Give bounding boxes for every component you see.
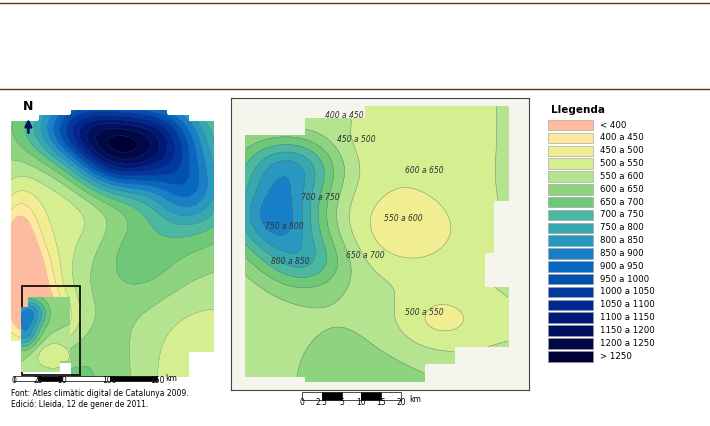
Text: PLA PER A LA MILLORA DE LA FERTILITZACIÓ AGRÀRIA: PLA PER A LA MILLORA DE LA FERTILITZACIÓ… — [110, 15, 600, 30]
Bar — [548, 236, 594, 246]
Text: 550 a 600: 550 a 600 — [384, 213, 423, 223]
Text: 750 a 800: 750 a 800 — [265, 222, 304, 231]
Bar — [381, 392, 401, 400]
Text: 20: 20 — [396, 398, 406, 407]
Text: 550 a 600: 550 a 600 — [600, 172, 643, 181]
Text: 450 a 500: 450 a 500 — [600, 146, 643, 155]
Bar — [109, 376, 158, 381]
Bar — [548, 312, 594, 323]
Text: 0: 0 — [12, 376, 16, 385]
Text: 10: 10 — [356, 398, 366, 407]
Bar — [302, 392, 322, 400]
Bar — [548, 261, 594, 272]
Text: 2.5: 2.5 — [316, 398, 327, 407]
Text: 850 a 900: 850 a 900 — [600, 249, 643, 258]
Bar — [548, 197, 594, 207]
Text: 750 a 800: 750 a 800 — [600, 223, 643, 232]
Text: 950 a 1000: 950 a 1000 — [600, 275, 649, 284]
Bar — [62, 376, 109, 381]
Text: > 1250: > 1250 — [600, 351, 632, 361]
Text: 1050 a 1100: 1050 a 1100 — [600, 300, 655, 309]
Bar — [548, 248, 594, 259]
Bar — [548, 120, 594, 130]
Text: 500 a 550: 500 a 550 — [600, 159, 643, 168]
Text: 15: 15 — [376, 398, 386, 407]
Bar — [14, 376, 38, 381]
Bar — [548, 171, 594, 182]
Text: 1150 a 1200: 1150 a 1200 — [600, 326, 655, 335]
Bar — [548, 184, 594, 195]
Text: 400 a 450: 400 a 450 — [324, 111, 364, 120]
Text: Llegenda: Llegenda — [551, 105, 605, 115]
Text: 1200 a 1250: 1200 a 1250 — [600, 339, 655, 348]
Text: 1100 a 1150: 1100 a 1150 — [600, 313, 655, 322]
Bar — [548, 146, 594, 156]
Text: 700 a 750: 700 a 750 — [301, 193, 339, 202]
Bar — [548, 299, 594, 310]
Text: 400 a 450: 400 a 450 — [600, 133, 643, 142]
Text: km: km — [409, 395, 421, 404]
Text: 450 a 500: 450 a 500 — [337, 135, 376, 144]
Text: 0: 0 — [300, 398, 304, 407]
Bar — [361, 392, 381, 400]
Text: 800 a 850: 800 a 850 — [271, 256, 310, 265]
Text: 600 a 650: 600 a 650 — [600, 185, 643, 194]
Text: 500 a 550: 500 a 550 — [405, 308, 444, 317]
Text: Pluviometria anual en mm: Pluviometria anual en mm — [252, 73, 458, 86]
Bar — [548, 274, 594, 285]
Text: Font: Atles climàtic digital de Catalunya 2009.
Edició: Lleida, 12 de gener de 2: Font: Atles climàtic digital de Cataluny… — [11, 389, 188, 409]
Bar — [322, 392, 342, 400]
Text: 150: 150 — [150, 376, 165, 385]
Text: 900 a 950: 900 a 950 — [600, 262, 643, 271]
Bar — [548, 133, 594, 143]
Bar — [548, 351, 594, 362]
Text: 800 a 850: 800 a 850 — [600, 236, 643, 245]
Bar — [548, 338, 594, 348]
Bar — [548, 222, 594, 233]
Text: 5: 5 — [339, 398, 344, 407]
Text: 650 a 700: 650 a 700 — [346, 251, 384, 260]
Text: 1000 a 1050: 1000 a 1050 — [600, 288, 655, 296]
Text: km: km — [165, 374, 178, 383]
Text: < 400: < 400 — [600, 121, 626, 130]
Text: 25: 25 — [33, 376, 43, 385]
Bar — [548, 158, 594, 169]
Text: 600 a 650: 600 a 650 — [405, 166, 444, 175]
Text: 100: 100 — [102, 376, 117, 385]
Text: AL BAIX EBRE I AL MONTSIÀ: AL BAIX EBRE I AL MONTSIÀ — [229, 43, 481, 58]
Bar — [548, 325, 594, 336]
Text: 50: 50 — [57, 376, 67, 385]
Text: 650 a 700: 650 a 700 — [600, 198, 643, 207]
Text: N: N — [23, 101, 33, 113]
Bar — [548, 210, 594, 220]
Bar — [38, 376, 62, 381]
Bar — [342, 392, 361, 400]
Text: 700 a 750: 700 a 750 — [600, 210, 643, 219]
Bar — [548, 287, 594, 297]
Bar — [22, 287, 80, 375]
